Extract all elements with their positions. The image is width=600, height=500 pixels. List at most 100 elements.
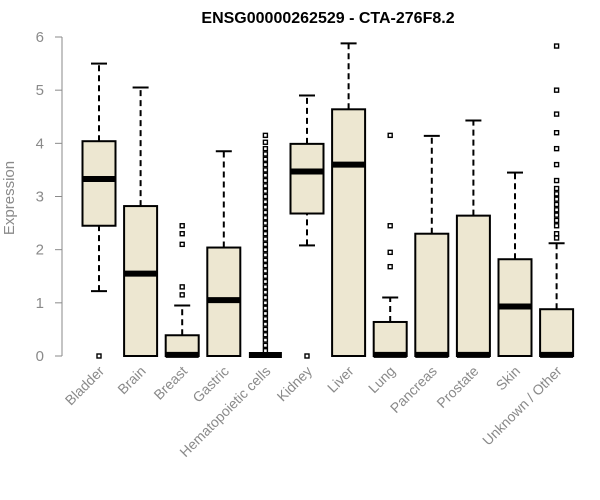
outlier-point bbox=[262, 273, 269, 279]
outlier-point bbox=[553, 217, 560, 224]
x-tick-label: Kidney bbox=[274, 363, 316, 405]
outlier-point bbox=[553, 191, 560, 197]
x-tick-label: Unknown / Other bbox=[479, 363, 565, 449]
outlier-point bbox=[179, 292, 185, 298]
outlier-point bbox=[553, 231, 560, 237]
y-tick-label: 6 bbox=[36, 29, 44, 46]
outlier-point bbox=[262, 188, 269, 194]
outlier-point bbox=[262, 177, 269, 184]
outlier-point bbox=[262, 145, 269, 152]
outlier-point bbox=[553, 111, 560, 117]
x-tick-label: Skin bbox=[493, 363, 524, 394]
box-iqr bbox=[331, 108, 367, 357]
outlier-point bbox=[553, 201, 560, 208]
outlier-point bbox=[262, 215, 269, 221]
outlier-point bbox=[179, 241, 185, 248]
box-iqr bbox=[414, 232, 450, 357]
x-tick-label: Brain bbox=[114, 363, 148, 397]
outlier-point bbox=[553, 235, 560, 241]
outlier-point bbox=[262, 139, 269, 145]
outlier-point bbox=[262, 300, 269, 306]
outlier-point bbox=[262, 183, 269, 189]
outlier-point bbox=[262, 241, 269, 248]
box-group-unknown-other bbox=[539, 43, 575, 358]
box-group-lung bbox=[372, 132, 408, 358]
outlier-point bbox=[262, 332, 269, 338]
outlier-point bbox=[553, 196, 560, 202]
outlier-point bbox=[179, 231, 185, 237]
outlier-point bbox=[262, 252, 269, 258]
outlier-point bbox=[262, 284, 269, 290]
outlier-point bbox=[262, 199, 269, 205]
outlier-point bbox=[553, 223, 560, 229]
y-tick-label: 3 bbox=[36, 189, 44, 206]
outlier-point bbox=[262, 236, 269, 242]
chart-title: ENSG00000262529 - CTA-276F8.2 bbox=[201, 10, 454, 27]
outlier-point bbox=[262, 347, 269, 354]
outlier-point bbox=[553, 129, 560, 136]
y-tick-label: 2 bbox=[36, 242, 44, 259]
y-tick-label: 1 bbox=[36, 295, 44, 312]
outlier-point bbox=[262, 268, 269, 274]
y-tick-label: 4 bbox=[36, 135, 44, 152]
box-iqr bbox=[455, 214, 491, 357]
outlier-point bbox=[262, 305, 269, 311]
outlier-point bbox=[262, 167, 269, 173]
outlier-point bbox=[262, 342, 269, 349]
outlier-point bbox=[262, 156, 269, 162]
box-group-skin bbox=[497, 171, 533, 357]
x-tick-label: Prostate bbox=[433, 363, 481, 411]
box-group-prostate bbox=[455, 119, 491, 358]
box-group-pancreas bbox=[414, 134, 450, 358]
outlier-point bbox=[262, 209, 269, 216]
box-group-bladder bbox=[81, 62, 117, 359]
outlier-point bbox=[387, 263, 393, 270]
y-axis: 0 1 2 3 4 5 6 bbox=[36, 29, 63, 365]
box-group-kidney bbox=[289, 94, 325, 359]
box-iqr bbox=[123, 205, 159, 357]
x-tick-label: Liver bbox=[324, 363, 357, 396]
outlier-point bbox=[262, 220, 269, 226]
x-tick-label: Breast bbox=[150, 363, 190, 403]
y-tick-label: 0 bbox=[36, 348, 44, 365]
outlier-point bbox=[553, 207, 560, 213]
box-iqr bbox=[81, 140, 117, 227]
x-tick-label: Bladder bbox=[62, 363, 108, 409]
outlier-point bbox=[262, 257, 269, 263]
box-group-breast bbox=[164, 223, 200, 358]
box-group-liver bbox=[331, 42, 367, 357]
box-group-brain bbox=[123, 86, 159, 357]
outlier-point bbox=[262, 151, 269, 157]
box-iqr bbox=[539, 308, 575, 358]
outlier-point bbox=[553, 145, 560, 152]
outlier-point bbox=[387, 223, 393, 229]
outlier-point bbox=[262, 204, 269, 210]
outlier-point bbox=[553, 212, 560, 218]
outlier-point bbox=[304, 353, 310, 359]
outlier-point bbox=[553, 161, 560, 168]
outlier-point bbox=[179, 223, 185, 229]
box-group-gastric bbox=[206, 150, 242, 357]
outlier-point bbox=[262, 262, 269, 269]
outlier-point bbox=[262, 326, 269, 333]
outlier-point bbox=[262, 289, 269, 295]
outlier-point bbox=[262, 278, 269, 285]
outlier-point bbox=[553, 87, 560, 93]
outlier-point bbox=[262, 337, 269, 343]
box-iqr bbox=[289, 142, 325, 215]
outlier-point bbox=[262, 310, 269, 317]
outlier-point bbox=[262, 294, 269, 301]
outlier-point bbox=[262, 132, 269, 139]
outlier-point bbox=[553, 185, 560, 192]
box-iqr bbox=[372, 320, 408, 357]
outlier-point bbox=[262, 316, 269, 322]
outlier-point bbox=[262, 321, 269, 327]
outlier-point bbox=[387, 132, 393, 139]
outlier-point bbox=[262, 246, 269, 253]
outlier-point bbox=[96, 353, 102, 359]
y-axis-label: Expression bbox=[1, 161, 18, 235]
outlier-point bbox=[553, 43, 560, 49]
outlier-point bbox=[262, 225, 269, 232]
